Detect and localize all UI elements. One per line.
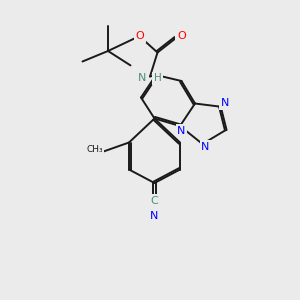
Text: N: N [150,211,159,221]
Text: N: N [177,125,186,136]
Text: CH₃: CH₃ [86,146,103,154]
Text: N: N [138,73,146,83]
Text: C: C [151,196,158,206]
Text: O: O [177,31,186,41]
Text: N: N [201,142,210,152]
Text: N: N [221,98,229,109]
Text: H: H [154,73,161,83]
Text: O: O [136,31,145,41]
